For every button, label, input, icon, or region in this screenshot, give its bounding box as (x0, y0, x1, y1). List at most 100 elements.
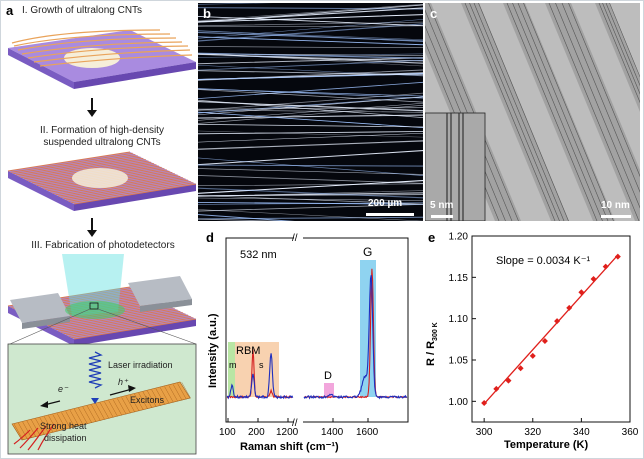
sem-cnt-line (198, 150, 423, 166)
substrate-2 (7, 151, 197, 211)
y-axis-label-e-sub: 300 K (432, 322, 439, 341)
band-d (324, 383, 334, 397)
cnt-line (58, 310, 181, 332)
g-label: G (363, 245, 372, 259)
data-point (517, 365, 524, 372)
tube-mesh-line (74, 408, 84, 426)
tube-mesh-line (69, 409, 80, 427)
tube-mesh-line (172, 384, 183, 401)
tem-tube-wall (469, 3, 560, 221)
tem-tube-wall (548, 3, 640, 221)
tube-mesh-line (91, 404, 101, 421)
sem-cnt-line (198, 140, 423, 150)
tem-tube-wall (428, 3, 519, 221)
cnt-line (63, 178, 186, 200)
panel-a-drawing (7, 29, 197, 455)
data-point (614, 253, 621, 260)
tube-mesh-line (142, 391, 153, 408)
sem-cnt-line (198, 19, 423, 39)
tube-mesh-line (181, 382, 191, 399)
sem-cnt-line (198, 187, 423, 199)
tube-mesh-line (160, 387, 170, 404)
sem-cnt-line (198, 46, 423, 48)
sem-cnt-line (198, 96, 423, 116)
sem-cnt-line (198, 7, 423, 23)
sem-cnt-line (198, 203, 423, 212)
sem-cnt-line (198, 124, 423, 128)
scalebar-c (601, 215, 631, 218)
tube-mesh-line (48, 415, 58, 432)
tem-tube-wall (478, 3, 569, 221)
inset-hole-label: h⁺ (118, 377, 128, 387)
sem-cnt-line (198, 36, 423, 46)
tem-image (425, 3, 640, 221)
tem-tube-wall (425, 9, 513, 221)
tube-mesh-line (56, 413, 67, 430)
x-tick-label: 320 (524, 427, 541, 438)
data-point (493, 385, 500, 392)
x-tick-100: 100 (219, 427, 236, 438)
tem-bundle (595, 3, 640, 112)
cnt-line (18, 156, 141, 177)
tube-mesh-line (177, 383, 187, 400)
sem-image (198, 3, 423, 221)
axis-break-gap (294, 234, 303, 426)
tube-mesh-line (18, 422, 28, 440)
raman-red-spectrum-right (304, 268, 408, 399)
sem-cnt-line (198, 89, 423, 103)
tem-tube-wall (512, 3, 603, 221)
sem-cnt-line (198, 92, 423, 111)
tem-tube-wall (605, 3, 640, 87)
y-tick-label: 1.05 (449, 356, 469, 367)
x-tick-200: 200 (248, 427, 265, 438)
tube-mesh-line (95, 403, 105, 420)
tube-mesh-line (155, 388, 166, 405)
sem-cnt-line (198, 14, 423, 23)
y-axis-label: Intensity (a.u.) (207, 313, 219, 388)
carbon-nanotube-drawing (11, 381, 191, 441)
cnt-line (63, 313, 186, 335)
panel-a-letter: a (6, 3, 14, 18)
data-point (481, 399, 488, 406)
tube-mesh-line (78, 407, 88, 425)
inset-heat-label-line1: Strong heat (40, 421, 87, 431)
scalebar-b (366, 213, 414, 216)
x-tick-label: 300 (476, 427, 493, 438)
cnt-line (65, 314, 189, 336)
axis-break-top: // (292, 233, 298, 244)
tube-mesh-line (65, 411, 75, 428)
tem-tube-wall (561, 3, 640, 193)
x-tick-1200: 1200 (276, 427, 299, 438)
scalebar-c-inset-label: 5 nm (430, 200, 454, 211)
tube-mesh-line (43, 416, 54, 433)
tem-bundle (425, 3, 521, 221)
tem-tube-wall (602, 3, 640, 95)
x-tick-label: 360 (622, 427, 639, 438)
step-3-label: III. Fabrication of photodetectors (31, 240, 175, 251)
raman-axes-frame (225, 237, 409, 423)
tem-inset (425, 112, 486, 221)
arrow-down-1-icon (87, 98, 97, 117)
y-tick-label: 1.15 (449, 273, 469, 284)
tem-tube-wall (464, 3, 556, 221)
tube-mesh-line (31, 419, 41, 436)
data-point (505, 377, 512, 384)
tem-tube-wall (598, 3, 640, 104)
sem-cnt-line (198, 7, 423, 10)
sem-cnt-line (198, 168, 423, 175)
tem-tube-wall (517, 3, 609, 221)
tem-tube-wall (506, 3, 598, 221)
tube-mesh-line (117, 398, 127, 415)
sem-cnt-line (198, 218, 288, 221)
x-tick-1400: 1400 (321, 427, 344, 438)
x-tick-1600: 1600 (356, 427, 379, 438)
cnt-line (55, 309, 178, 331)
cnt-line (68, 180, 191, 202)
y-tick-label: 1.20 (449, 232, 469, 243)
sem-cnt-line (198, 111, 423, 129)
sem-cnt-line (198, 131, 423, 135)
tube-mesh-line (39, 417, 49, 434)
cnt-line (68, 315, 191, 337)
sem-cnt-line (198, 164, 423, 167)
tube-mesh-line (168, 385, 178, 402)
